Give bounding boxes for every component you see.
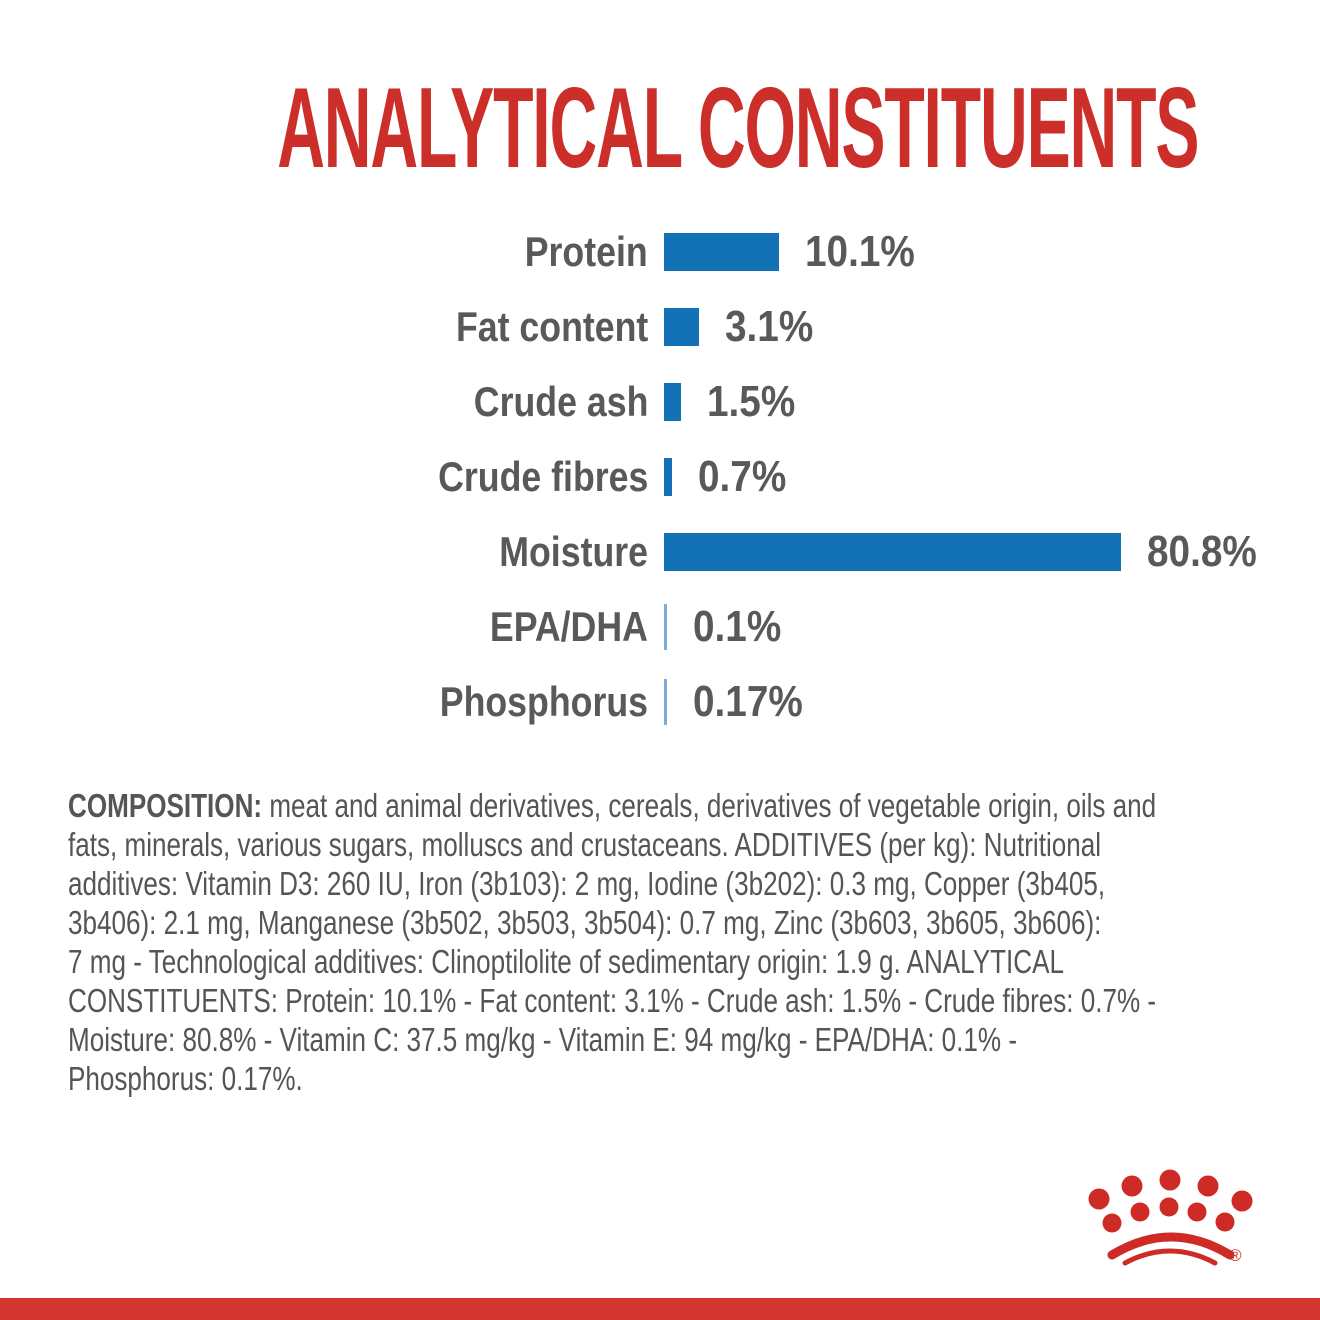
bar (664, 382, 682, 421)
bar (664, 307, 700, 346)
bar-label: Fat content (455, 302, 648, 350)
crown-dot (1159, 1169, 1181, 1191)
bar-value: 0.7% (697, 451, 787, 501)
composition-paragraph: COMPOSITION: meat and animal derivatives… (68, 786, 1320, 1098)
bar-value: 1.5% (707, 376, 796, 426)
bar-label: Moisture (499, 527, 648, 575)
crown-dot (1159, 1197, 1179, 1217)
crown-icon: ® (1088, 1169, 1253, 1266)
crown-arc-lower (1122, 1248, 1218, 1266)
bottom-red-band (0, 1298, 1320, 1320)
crown-dot (1215, 1212, 1235, 1232)
crown-dot (1121, 1175, 1143, 1197)
bar-label: Phosphorus (439, 677, 648, 725)
bar-value: 0.17% (692, 676, 803, 726)
bar-label: Crude ash (473, 377, 648, 425)
royal-canin-crown-logo: ® (1082, 1166, 1254, 1270)
bar-value: 0.1% (692, 601, 781, 651)
chart-row: Protein 10.1% (0, 214, 1320, 289)
crown-dot (1130, 1202, 1150, 1222)
bar (664, 532, 1121, 571)
chart-row: Moisture 80.8% (0, 514, 1320, 589)
bar (664, 678, 667, 725)
bar-value: 3.1% (725, 301, 814, 351)
chart-row: Crude fibres 0.7% (0, 439, 1320, 514)
bar-label: Protein (525, 227, 648, 275)
composition-label: COMPOSITION: (68, 787, 263, 824)
chart-row: Fat content 3.1% (0, 289, 1320, 364)
chart-row: Crude ash 1.5% (0, 364, 1320, 439)
crown-dot (1088, 1188, 1110, 1210)
composition-text: meat and animal derivatives, cereals, de… (68, 787, 1157, 1097)
crown-dot (1102, 1213, 1122, 1233)
bar-label: EPA/DHA (489, 602, 648, 650)
bar (664, 603, 667, 650)
crown-dot (1187, 1202, 1207, 1222)
page-title: ANALYTICAL CONSTITUENTS (277, 65, 1199, 192)
crown-arc-upper (1107, 1232, 1235, 1260)
chart-row: EPA/DHA 0.1% (0, 589, 1320, 664)
bar (664, 457, 672, 496)
bar-chart: Protein 10.1% Fat content 3.1% Crude ash 1.5%… (0, 214, 1320, 739)
registered-trademark: ® (1229, 1246, 1242, 1265)
bar-label: Crude fibres (437, 452, 648, 500)
chart-row: Phosphorus 0.17% (0, 664, 1320, 739)
crown-dot (1197, 1175, 1219, 1197)
bar (664, 232, 780, 271)
bar-value: 80.8% (1147, 526, 1257, 576)
crown-dot (1231, 1190, 1253, 1212)
bar-value: 10.1% (805, 226, 915, 276)
crown-dots (1088, 1169, 1253, 1233)
